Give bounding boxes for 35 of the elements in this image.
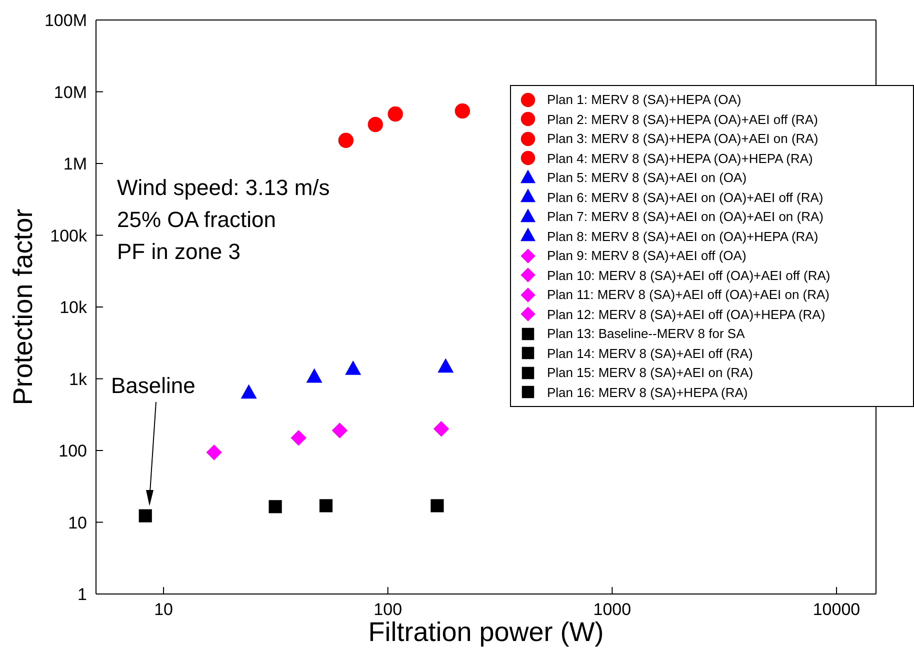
x-tick-label: 10000	[812, 600, 860, 620]
legend-label: Plan 6: MERV 8 (SA)+AEI on (OA)+AEI off (RA)	[547, 190, 824, 205]
legend-label: Plan 9: MERV 8 (SA)+AEI off (OA)	[547, 248, 746, 264]
y-tick-label: 1	[78, 585, 87, 604]
legend-label: Plan 15: MERV 8 (SA)+AEI on (RA)	[547, 365, 754, 380]
legend-label: Plan 10: MERV 8 (SA)+AEI off (OA)+AEI off (RA)	[547, 268, 830, 283]
legend-label: Plan 8: MERV 8 (SA)+AEI on (OA)+HEPA (RA)	[547, 228, 818, 244]
legend-label: Plan 1: MERV 8 (SA)+HEPA (OA)	[547, 92, 742, 108]
legend-label: Plan 12: MERV 8 (SA)+AEI off (OA)+HEPA (RA)	[547, 306, 826, 322]
x-axis-title: Filtration power (W)	[368, 617, 604, 647]
legend-label: Plan 4: MERV 8 (SA)+HEPA (OA)+HEPA (RA)	[547, 150, 813, 166]
legend-label: Plan 7: MERV 8 (SA)+AEI on (OA)+AEI on (RA)	[547, 209, 824, 224]
y-tick-label: 100k	[50, 226, 88, 246]
y-tick-label: 100M	[44, 11, 87, 30]
y-tick-label: 10M	[54, 82, 87, 102]
annotation: Wind speed: 3.13 m/s	[117, 175, 330, 200]
y-tick-label: 1M	[63, 154, 87, 174]
legend-label: Plan 14: MERV 8 (SA)+AEI off (RA)	[547, 346, 753, 361]
legend-label: Plan 11: MERV 8 (SA)+AEI off (OA)+AEI on (RA)	[547, 287, 830, 302]
x-tick-label: 100	[374, 600, 402, 620]
annotation: 25% OA fraction	[117, 207, 276, 232]
legend-label: Plan 16: MERV 8 (SA)+HEPA (RA)	[547, 384, 748, 400]
y-axis-title: Protection factor	[8, 208, 38, 406]
y-tick-label: 100	[58, 442, 87, 461]
annotation: Baseline	[111, 373, 196, 398]
y-tick-label: 10	[68, 513, 87, 532]
y-tick-label: 1k	[69, 370, 88, 389]
y-tick-label: 10k	[60, 298, 88, 318]
legend-label: Plan 2: MERV 8 (SA)+HEPA (OA)+AEI off (RA)	[547, 112, 818, 127]
annotation: PF in zone 3	[117, 239, 241, 264]
x-tick-label: 10	[154, 600, 173, 620]
legend-label: Plan 3: MERV 8 (SA)+HEPA (OA)+AEI on (RA)	[547, 131, 818, 146]
legend-label: Plan 5: MERV 8 (SA)+AEI on (OA)	[547, 170, 747, 186]
x-tick-label: 1000	[593, 600, 632, 620]
legend-label: Plan 13: Baseline--MERV 8 for SA	[547, 326, 745, 342]
